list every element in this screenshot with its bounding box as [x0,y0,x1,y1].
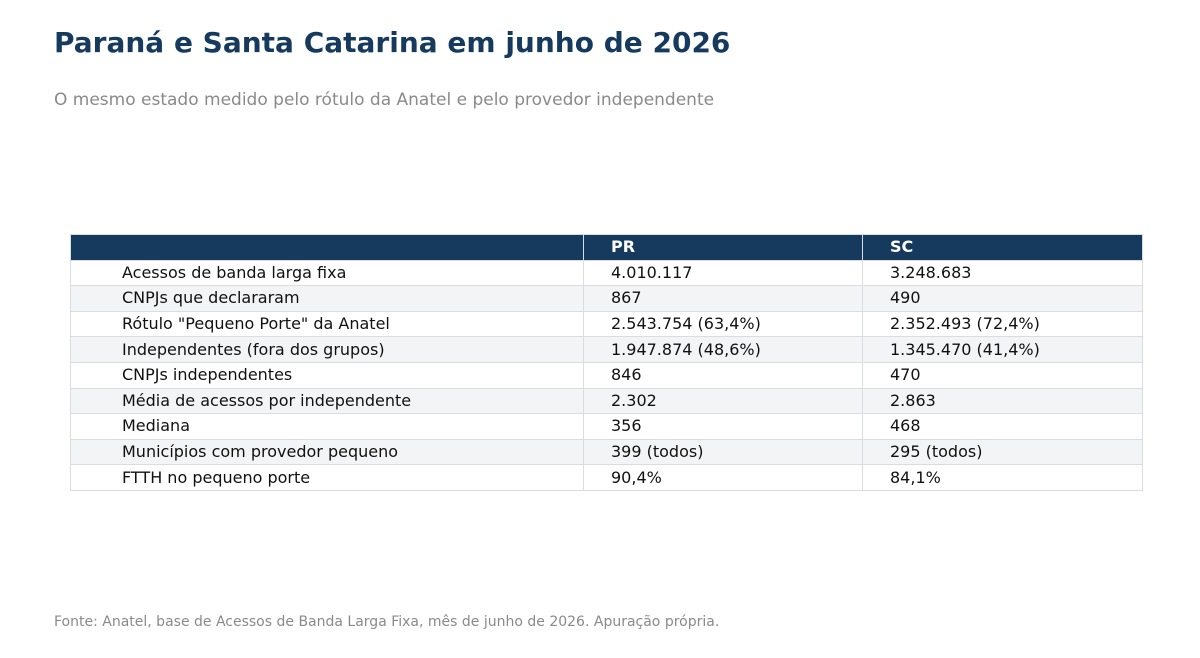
row-value-sc-cell: 2.352.493 (72,4%) [862,310,1143,338]
row-value-pr-cell: 867 [583,285,863,312]
row-value-pr-cell: 356 [583,413,863,440]
row-value-pr-cell: 399 (todos) [583,438,863,466]
row-value-pr-cell: 2.543.754 (63,4%) [583,310,863,338]
row-label-cell: CNPJs independentes [70,361,584,389]
row-value-pr-cell: 1.947.874 (48,6%) [583,336,863,363]
row-value-sc-cell: 468 [862,413,1143,440]
row-label-cell: FTTH no pequeno porte [70,464,584,491]
row-label-cell: Acessos de banda larga fixa [70,259,584,287]
source-note: Fonte: Anatel, base de Acessos de Banda … [54,614,720,630]
table-row: Independentes (fora dos grupos) 1.947.874… [70,336,1143,363]
header-cell-label [70,234,584,261]
row-value-sc-cell: 1.345.470 (41,4%) [862,336,1143,363]
row-value-sc-cell: 84,1% [862,464,1143,491]
comparison-table: PR SC Acessos de banda larga fixa 4.010.1… [70,234,1143,491]
row-value-pr-cell: 90,4% [583,464,863,491]
data-table-container: PR SC Acessos de banda larga fixa 4.010.1… [70,234,1143,491]
row-value-sc-cell: 470 [862,361,1143,389]
row-label-cell: Independentes (fora dos grupos) [70,336,584,363]
row-label-cell: Municípios com provedor pequeno [70,438,584,466]
row-value-sc-cell: 2.863 [862,387,1143,415]
row-label-cell: Mediana [70,413,584,440]
row-value-pr-cell: 4.010.117 [583,259,863,287]
chart-title: Paraná e Santa Catarina em junho de 2026 [54,26,731,59]
row-label-cell: Média de acessos por independente [70,387,584,415]
row-value-sc-cell: 3.248.683 [862,259,1143,287]
header-cell-pr: PR [583,234,863,261]
row-value-sc-cell: 490 [862,285,1143,312]
row-label-cell: CNPJs que declararam [70,285,584,312]
row-value-sc-cell: 295 (todos) [862,438,1143,466]
row-label-cell: Rótulo "Pequeno Porte" da Anatel [70,310,584,338]
table-row: Acessos de banda larga fixa 4.010.117 3.24… [70,259,1143,287]
table-row: FTTH no pequeno porte 90,4% 84,1% [70,464,1143,491]
table-row: CNPJs independentes 846 470 [70,361,1143,389]
table-row: Municípios com provedor pequeno 399 (todo… [70,438,1143,466]
table-body: Acessos de banda larga fixa 4.010.117 3.24… [70,259,1143,491]
table-header-row: PR SC [70,234,1143,261]
table-row: Mediana 356 468 [70,413,1143,440]
table-row: Média de acessos por independente 2.302 2.… [70,387,1143,415]
row-value-pr-cell: 2.302 [583,387,863,415]
chart-subtitle: O mesmo estado medido pelo rótulo da Ana… [54,90,715,110]
row-value-pr-cell: 846 [583,361,863,389]
table-row: Rótulo "Pequeno Porte" da Anatel 2.543.75… [70,310,1143,338]
table-row: CNPJs que declararam 867 490 [70,285,1143,312]
header-cell-sc: SC [862,234,1143,261]
